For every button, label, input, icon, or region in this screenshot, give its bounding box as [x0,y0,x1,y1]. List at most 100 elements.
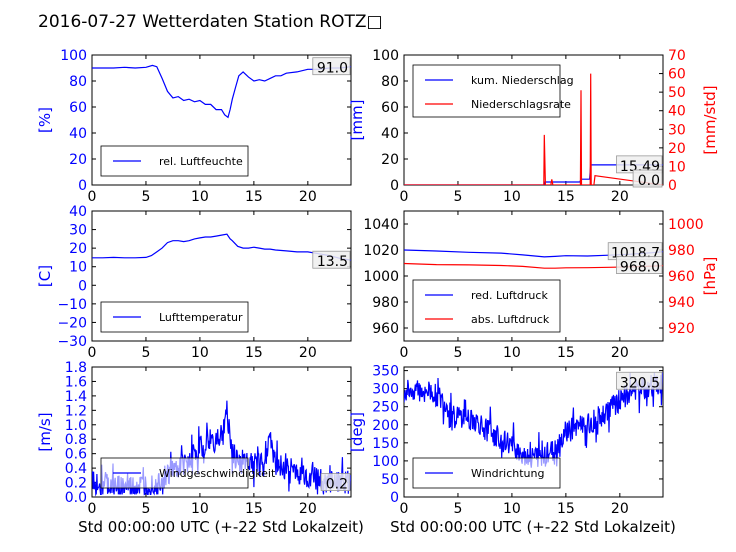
x-tick-label: 5 [453,501,462,517]
series-line-2 [404,73,663,185]
y-tick-label: 100 [372,454,399,470]
y-tick-label: 10 [69,260,87,276]
x-tick-label: 10 [503,345,521,361]
y-tick-label-right: 20 [668,141,686,157]
y-tick-label: 0.6 [65,447,87,463]
x-tick-label: 5 [453,345,462,361]
y-axis-label: [m/s] [36,412,54,451]
value-annotation: 320.5 [620,375,660,391]
legend-label: rel. Luftfeuchte [159,155,243,168]
y-tick-label-right: 980 [668,243,695,259]
legend-label: red. Luftdruck [471,289,548,302]
value-annotation: 0.0 [638,173,660,189]
y-tick-label: 0 [78,278,87,294]
panel-1: 0 5 10 15 20 0 20 40 60 80 100 [%] 91.0 rel. Luftfeuc… [36,48,352,205]
y-tick-label: 0 [78,178,87,194]
x-tick-label: 20 [611,189,629,205]
y-tick-label: 50 [381,472,399,488]
x-tick-label: 5 [141,501,150,517]
y-tick-label: 1.2 [65,403,87,419]
plot-frame [91,366,352,498]
x-tick-label: 5 [141,189,150,205]
series-line-1 [92,64,351,119]
y-tick-label: 100 [372,48,399,64]
y-tick-label: 0 [390,490,399,506]
y-tick-label-right: 920 [668,321,695,337]
y-tick-label: 30 [69,223,87,239]
x-tick-label: 10 [191,501,209,517]
y-tick-label: 100 [60,48,87,64]
y-tick-label-right: 60 [668,67,686,83]
y-tick-label-right: 30 [668,122,686,138]
value-annotation: 968.0 [620,260,660,276]
y-tick-label: 0 [390,178,399,194]
y-tick-label: 80 [381,74,399,90]
value-annotation: 13.5 [317,254,348,270]
y-tick-label: 150 [372,436,399,452]
y-tick-label: 350 [372,364,399,380]
x-tick-label: 10 [191,345,209,361]
y-tick-label: 1040 [363,217,399,233]
y-tick-label: 20 [69,152,87,168]
x-tick-label: 0 [400,501,409,517]
y-tick-label: 1020 [363,243,399,259]
y-axis-label: [%] [36,107,54,133]
value-annotation-box [616,256,663,275]
panel-4: 0 5 10 15 20 960 980 1000 1020 1040 920 940 960 980 10… [363,210,719,361]
series-line-1 [92,233,351,261]
y-tick-label: −10 [57,297,87,313]
value-annotation: 91.0 [317,61,348,77]
y-tick-label-right: 40 [668,104,686,120]
x-tick-label: 20 [611,501,629,517]
x-tick-label: 20 [299,345,317,361]
series-line-1 [404,372,663,468]
legend-label: Lufttemperatur [159,311,243,324]
y-tick-label: 1.6 [65,374,87,390]
y-tick-label: 960 [372,321,399,337]
y-tick-label: 1.8 [65,360,87,376]
x-axis-label-left: Std 00:00:00 UTC (+-22 Std Lokalzeit) [78,518,364,536]
x-tick-label: 20 [299,189,317,205]
y-tick-label: 0.2 [65,476,87,492]
x-tick-label: 20 [299,501,317,517]
y-tick-label-right: 0 [668,178,677,194]
x-tick-label: 20 [611,345,629,361]
legend-box [412,279,561,333]
x-tick-label: 0 [88,345,97,361]
panel-5: 0 5 10 15 200.00.20.40.60.81.01.21.41.61.8[m… [36,360,352,517]
panel-3: 0 5 10 15 20 −30 −20 −10 0 10 20 30 40 [C] 13.5 Lufttem… [36,204,352,361]
x-tick-label: 15 [245,501,263,517]
y-tick-label: 980 [372,295,399,311]
figure-title: 2016-07-27 Wetterdaten Station ROTZ□ [38,12,383,32]
value-annotation-box [312,57,351,76]
y-tick-label: 200 [372,418,399,434]
y-tick-label: 60 [69,100,87,116]
x-tick-label: 15 [245,189,263,205]
y-tick-label: 20 [69,241,87,257]
y-tick-label: 0.8 [65,432,87,448]
y-axis-label: [mm] [348,100,366,141]
y-tick-label: −30 [57,334,87,350]
y-tick-label-right: 940 [668,295,695,311]
y-tick-label: 20 [381,152,399,168]
plot-frame [91,54,352,186]
x-tick-label: 0 [88,189,97,205]
y-axis-label: [C] [36,265,54,287]
x-tick-label: 10 [191,189,209,205]
y-tick-label: 40 [69,126,87,142]
y-tick-label-right: 960 [668,269,695,285]
x-tick-label: 10 [503,501,521,517]
plot-frame [91,210,352,342]
y-axis-label: [deg] [348,412,366,452]
legend-box [412,64,561,118]
y-tick-label-right: 10 [668,159,686,175]
legend-label: Windrichtung [471,467,544,480]
x-tick-label: 15 [557,189,575,205]
panel-2: 0 5 10 15 20 0 20 40 60 80 100 0 10 20 30 40 50 60 70 [mm] [… [348,48,719,205]
y-tick-label-right: 1000 [668,217,704,233]
legend-label: Windgeschwindigkeit [159,467,276,480]
x-tick-label: 0 [400,345,409,361]
x-axis-label-right: Std 00:00:00 UTC (+-22 Std Lokalzeit) [390,518,676,536]
